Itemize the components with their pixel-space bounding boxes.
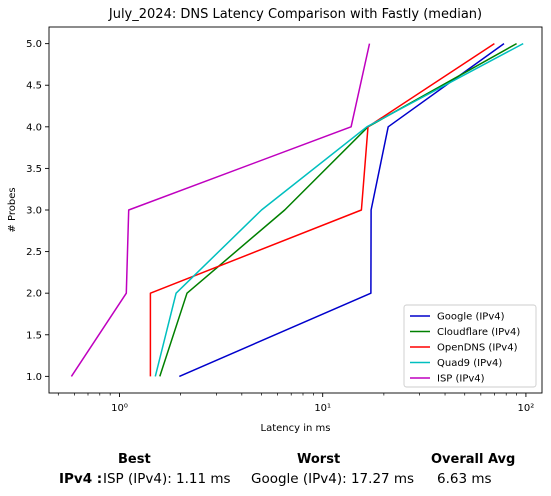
x-axis-label: Latency in ms	[261, 423, 331, 434]
legend-box	[403, 304, 537, 388]
y-tick-label: 2.0	[26, 289, 42, 300]
y-tick-label: 3.5	[26, 164, 42, 175]
summary-worst-value: Google (IPv4): 17.27 ms	[251, 471, 415, 487]
y-tick-label: 4.5	[26, 81, 42, 92]
x-tick-label: 10²	[518, 403, 535, 414]
chart-title: July_2024: DNS Latency Comparison with F…	[108, 7, 482, 22]
legend-label-2: OpenDNS (IPv4)	[437, 343, 518, 354]
legend-label-4: ISP (IPv4)	[437, 374, 485, 385]
latency-chart: July_2024: DNS Latency Comparison with F…	[7, 7, 543, 434]
summary-row-label: IPv4 :	[59, 471, 103, 487]
summary-header-worst: Worst	[297, 452, 341, 467]
summary-best-value: ISP (IPv4): 1.11 ms	[103, 471, 231, 487]
y-tick-label: 1.5	[26, 330, 42, 341]
legend-label-1: Cloudflare (IPv4)	[437, 327, 520, 338]
y-tick-label: 2.5	[26, 247, 42, 258]
series-line-3	[154, 42, 524, 377]
legend-label-0: Google (IPv4)	[437, 312, 505, 323]
summary-header-overall: Overall Avg	[431, 452, 516, 467]
series-line-4	[70, 43, 371, 377]
y-tick-label: 3.0	[26, 206, 42, 217]
y-tick-label: 1.0	[26, 372, 42, 383]
y-tick-label: 5.0	[26, 39, 42, 50]
series-line-2	[149, 42, 495, 377]
x-tick-label: 10⁰	[111, 403, 128, 414]
x-tick-label: 10¹	[314, 403, 331, 414]
series-line-0	[179, 42, 505, 378]
summary-header-best: Best	[118, 452, 151, 467]
legend-label-3: Quad9 (IPv4)	[437, 358, 502, 369]
y-tick-label: 4.0	[26, 122, 42, 133]
summary-overall-value: 6.63 ms	[437, 471, 492, 487]
y-axis-label: # Probes	[7, 187, 18, 232]
